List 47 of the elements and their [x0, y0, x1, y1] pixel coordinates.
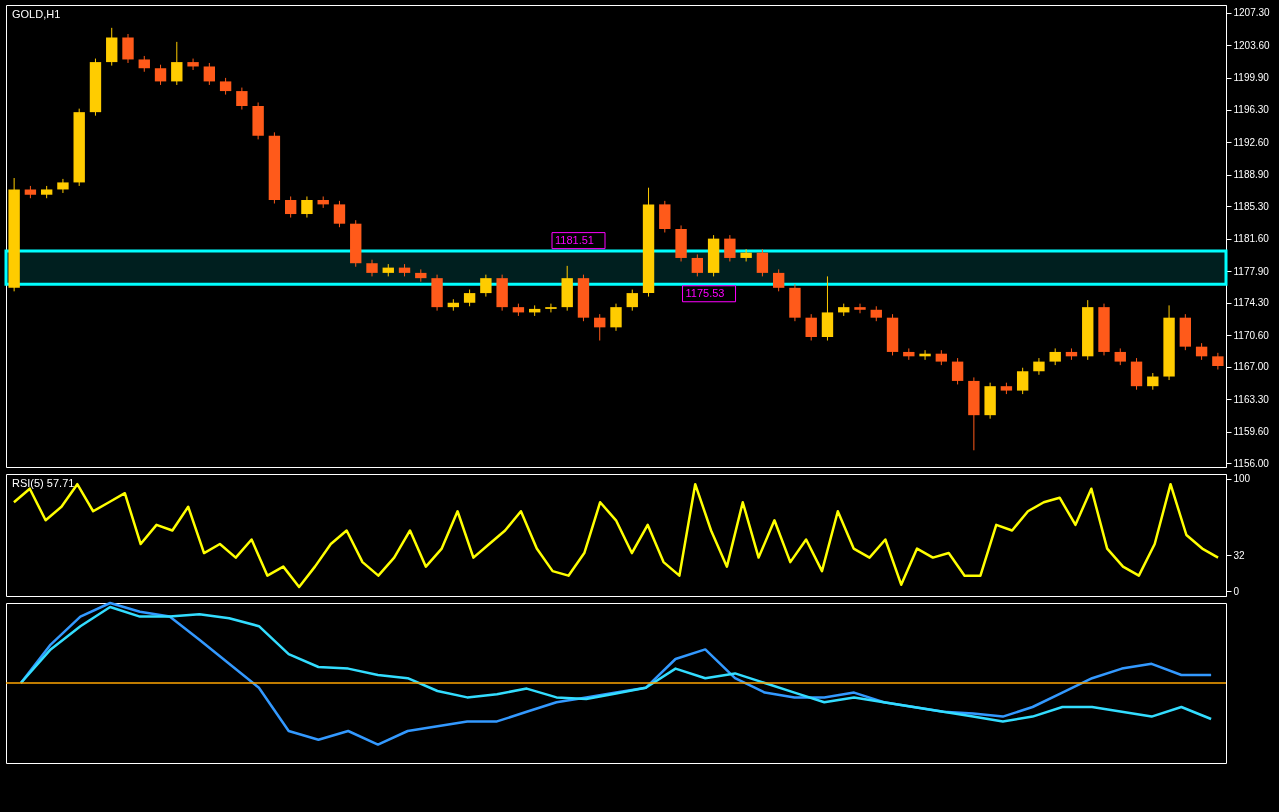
- candlestick: [545, 303, 557, 313]
- candlestick: [724, 234, 736, 262]
- y-tick-label: 1174.30: [1233, 297, 1270, 309]
- candlestick: [1016, 367, 1029, 395]
- candlestick: [187, 58, 199, 71]
- y-tick-label: 100: [1233, 473, 1251, 485]
- candlestick: [301, 195, 313, 219]
- y-tick-label: 1163.30: [1233, 393, 1270, 405]
- y-tick-label: 1181.60: [1233, 233, 1270, 245]
- candlestick: [122, 33, 134, 64]
- candlestick: [854, 303, 866, 314]
- candlestick: [203, 62, 216, 86]
- candlestick: [740, 248, 752, 262]
- candlestick: [691, 253, 704, 277]
- y-tick-label: 1185.30: [1233, 200, 1270, 212]
- y-tick-label: 1156.00: [1233, 457, 1270, 469]
- y-tick-label: 1199.90: [1233, 72, 1270, 84]
- candlestick: [805, 313, 817, 342]
- annotation: 1175.53: [685, 286, 725, 299]
- candlestick: [610, 303, 622, 332]
- candlestick: [57, 178, 69, 194]
- y-tick-label: 1167.00: [1233, 361, 1270, 373]
- candlestick: [594, 313, 606, 342]
- candlestick: [171, 41, 183, 86]
- chart-title: RSI(5) 57.71: [12, 477, 75, 489]
- candlestick: [626, 289, 638, 312]
- candlestick: [154, 64, 167, 86]
- y-tick-label: 32: [1233, 549, 1246, 561]
- candlestick: [480, 274, 492, 298]
- candlestick: [756, 248, 769, 277]
- candlestick: [333, 200, 346, 228]
- y-tick-label: 1203.60: [1233, 39, 1271, 51]
- candlestick: [772, 268, 785, 292]
- candlestick: [236, 87, 248, 111]
- y-tick-label: 1188.90: [1233, 169, 1270, 181]
- y-tick-label: 1177.90: [1233, 265, 1270, 277]
- y-tick-label: 1192.60: [1233, 136, 1270, 148]
- y-tick-label: 1170.60: [1233, 329, 1270, 341]
- chart-title: GOLD,H1: [12, 8, 61, 20]
- y-tick-label: 0: [1233, 585, 1240, 597]
- annotation: 1181.51: [555, 233, 594, 246]
- candlestick: [951, 357, 964, 385]
- candlestick: [284, 195, 297, 219]
- y-tick-label: 1196.30: [1233, 104, 1270, 116]
- y-tick-label: 1159.60: [1233, 426, 1270, 438]
- candlestick: [1033, 357, 1045, 376]
- y-tick-label: 1207.30: [1233, 7, 1271, 19]
